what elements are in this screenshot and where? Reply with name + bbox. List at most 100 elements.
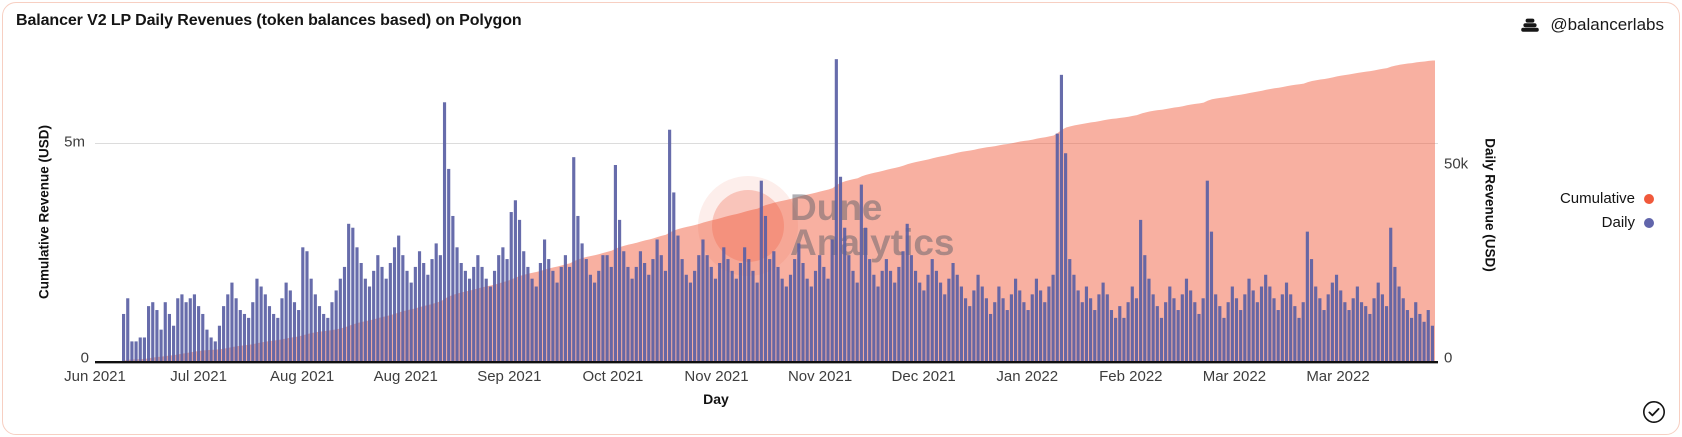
daily-bar[interactable] bbox=[463, 270, 467, 361]
daily-bar[interactable] bbox=[1051, 274, 1055, 361]
daily-bar[interactable] bbox=[401, 255, 405, 361]
daily-bar[interactable] bbox=[697, 255, 701, 361]
daily-bar[interactable] bbox=[943, 294, 947, 361]
daily-bar[interactable] bbox=[1201, 298, 1205, 361]
daily-bar[interactable] bbox=[1197, 313, 1201, 361]
daily-bar[interactable] bbox=[317, 306, 322, 361]
daily-bar[interactable] bbox=[993, 302, 997, 361]
daily-bar[interactable] bbox=[868, 259, 872, 361]
attribution-link[interactable]: @balancerlabs bbox=[1519, 14, 1664, 36]
daily-bar[interactable] bbox=[209, 337, 213, 361]
daily-bar[interactable] bbox=[501, 247, 505, 361]
daily-bar[interactable] bbox=[1426, 310, 1430, 361]
daily-bar[interactable] bbox=[226, 294, 230, 361]
daily-bar[interactable] bbox=[797, 243, 801, 361]
daily-bar[interactable] bbox=[442, 102, 447, 361]
daily-bar[interactable] bbox=[1284, 282, 1289, 361]
daily-bar[interactable] bbox=[1380, 294, 1384, 361]
daily-bar[interactable] bbox=[284, 282, 288, 361]
daily-bar[interactable] bbox=[1247, 278, 1251, 361]
daily-bar[interactable] bbox=[818, 255, 822, 361]
daily-bar[interactable] bbox=[743, 247, 747, 361]
daily-bar[interactable] bbox=[1414, 302, 1418, 361]
daily-bar[interactable] bbox=[430, 259, 434, 361]
daily-bar[interactable] bbox=[1359, 302, 1364, 361]
daily-bar[interactable] bbox=[1122, 317, 1126, 361]
daily-bar[interactable] bbox=[922, 290, 926, 361]
daily-bar[interactable] bbox=[1214, 294, 1218, 361]
daily-bar[interactable] bbox=[234, 298, 238, 361]
daily-bar[interactable] bbox=[1389, 227, 1393, 361]
daily-bar[interactable] bbox=[417, 251, 422, 361]
daily-bar[interactable] bbox=[380, 266, 384, 361]
daily-bar[interactable] bbox=[751, 270, 755, 361]
daily-bar[interactable] bbox=[1009, 294, 1013, 361]
daily-bar[interactable] bbox=[1318, 298, 1322, 361]
daily-bar[interactable] bbox=[630, 278, 634, 361]
daily-bar[interactable] bbox=[855, 282, 859, 361]
daily-bar[interactable] bbox=[488, 286, 492, 361]
daily-bar[interactable] bbox=[1114, 317, 1118, 361]
daily-bar[interactable] bbox=[768, 259, 772, 361]
daily-bar[interactable] bbox=[1189, 290, 1193, 361]
daily-bar[interactable] bbox=[634, 266, 638, 361]
daily-bar[interactable] bbox=[1409, 317, 1414, 361]
daily-bar[interactable] bbox=[734, 278, 738, 361]
daily-bar[interactable] bbox=[705, 255, 709, 361]
daily-bar[interactable] bbox=[542, 239, 547, 361]
daily-bar[interactable] bbox=[1176, 310, 1180, 361]
daily-bar[interactable] bbox=[730, 270, 734, 361]
verified-check-icon[interactable] bbox=[1643, 401, 1670, 430]
daily-bar[interactable] bbox=[1014, 278, 1018, 361]
daily-bar[interactable] bbox=[934, 270, 938, 361]
daily-bar[interactable] bbox=[1143, 255, 1147, 361]
daily-bar[interactable] bbox=[138, 337, 142, 361]
daily-bar[interactable] bbox=[701, 239, 705, 361]
daily-bar[interactable] bbox=[1272, 298, 1276, 361]
daily-bar[interactable] bbox=[305, 251, 309, 361]
daily-bar[interactable] bbox=[155, 310, 159, 361]
daily-bar[interactable] bbox=[259, 286, 263, 361]
daily-bar[interactable] bbox=[484, 278, 488, 361]
daily-bar[interactable] bbox=[680, 259, 684, 361]
daily-bar[interactable] bbox=[522, 251, 526, 361]
daily-bar[interactable] bbox=[322, 313, 326, 361]
daily-bar[interactable] bbox=[1155, 306, 1159, 361]
daily-bar[interactable] bbox=[413, 266, 417, 361]
daily-bar[interactable] bbox=[859, 184, 863, 361]
daily-bar[interactable] bbox=[497, 255, 501, 361]
daily-bar[interactable] bbox=[1151, 294, 1155, 361]
daily-bar[interactable] bbox=[1314, 286, 1318, 361]
daily-bar[interactable] bbox=[1305, 231, 1309, 361]
daily-bar[interactable] bbox=[568, 266, 572, 361]
daily-bar[interactable] bbox=[901, 251, 905, 361]
daily-bar[interactable] bbox=[759, 180, 763, 361]
daily-bar[interactable] bbox=[384, 278, 388, 361]
daily-bar[interactable] bbox=[363, 278, 367, 361]
daily-bar[interactable] bbox=[718, 263, 722, 361]
daily-bar[interactable] bbox=[976, 274, 980, 361]
daily-bar[interactable] bbox=[693, 270, 697, 361]
daily-bar[interactable] bbox=[926, 274, 930, 361]
daily-bar[interactable] bbox=[176, 298, 180, 361]
daily-bar[interactable] bbox=[426, 274, 430, 361]
daily-bar[interactable] bbox=[605, 255, 609, 361]
daily-bar[interactable] bbox=[1001, 298, 1005, 361]
daily-bar[interactable] bbox=[180, 294, 184, 361]
daily-bar[interactable] bbox=[572, 157, 576, 361]
daily-bar[interactable] bbox=[843, 227, 847, 361]
daily-bar[interactable] bbox=[1109, 310, 1114, 361]
daily-bar[interactable] bbox=[668, 129, 672, 361]
daily-bar[interactable] bbox=[684, 274, 688, 361]
daily-bar[interactable] bbox=[834, 59, 838, 361]
daily-bar[interactable] bbox=[188, 298, 192, 361]
daily-bar[interactable] bbox=[951, 263, 955, 361]
daily-bar[interactable] bbox=[1405, 310, 1409, 361]
daily-bar[interactable] bbox=[1076, 290, 1080, 361]
daily-bar[interactable] bbox=[192, 294, 197, 361]
daily-bar[interactable] bbox=[563, 255, 567, 361]
daily-bar[interactable] bbox=[1393, 266, 1397, 361]
daily-bar[interactable] bbox=[1293, 306, 1297, 361]
daily-bar[interactable] bbox=[272, 313, 276, 361]
daily-bar[interactable] bbox=[184, 302, 188, 361]
